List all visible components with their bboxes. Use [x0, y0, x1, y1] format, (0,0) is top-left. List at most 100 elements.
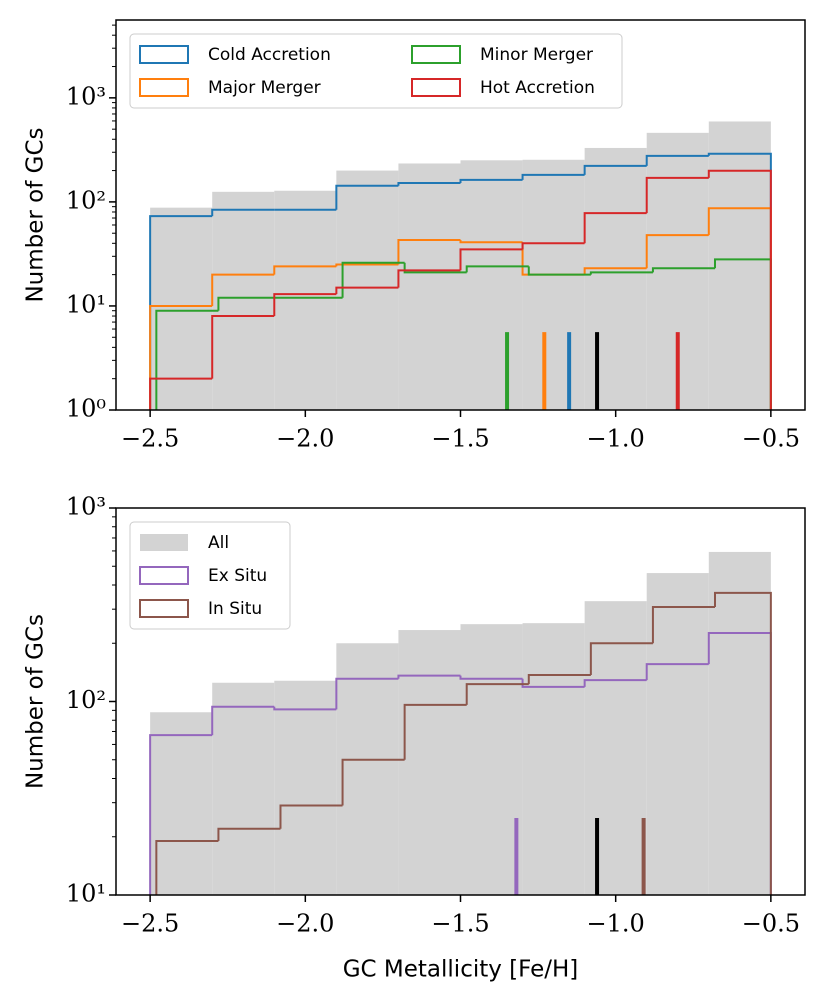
hist-step	[521, 678, 585, 688]
y-tick-label: 10¹	[66, 880, 106, 908]
hist-step	[397, 239, 461, 265]
hist-step	[645, 663, 709, 681]
plot-area	[149, 121, 772, 410]
x-tick-label: −0.5	[742, 910, 800, 938]
x-tick-label: −1.0	[587, 425, 645, 453]
hist-bar	[150, 712, 213, 895]
y-tick-label: 10¹	[66, 290, 106, 318]
hist-step	[335, 263, 399, 267]
legend-swatch	[139, 45, 189, 64]
legend-swatch	[139, 78, 189, 97]
hist-step	[521, 242, 585, 250]
hist-step	[149, 734, 213, 895]
hist-step	[341, 758, 405, 806]
y-tick-label: 10³	[66, 82, 106, 110]
legend-swatch	[411, 78, 461, 97]
y-tick-label: 10²	[66, 186, 106, 214]
hist-step	[217, 296, 281, 311]
hist-bar	[212, 191, 275, 410]
hist-bar	[274, 190, 337, 410]
hist-bar	[212, 682, 275, 895]
hist-bar	[646, 573, 709, 895]
hist-step	[273, 293, 337, 317]
legend-swatch	[139, 599, 189, 618]
x-axis-label: GC Metallicity [Fe/H]	[343, 957, 579, 983]
y-axis-label: Number of GCs	[23, 127, 49, 302]
hist-step	[397, 674, 461, 679]
hist-step	[713, 591, 772, 895]
hist-step	[403, 703, 467, 760]
legend-label: Major Merger	[208, 78, 321, 98]
hist-bar	[522, 159, 585, 410]
hist-step	[589, 271, 653, 275]
hist-bar	[336, 170, 399, 410]
x-tick-label: −2.5	[121, 910, 179, 938]
hist-step	[273, 265, 337, 275]
y-tick-label: 10²	[66, 686, 106, 714]
hist-step	[335, 286, 399, 295]
hist-bar	[460, 624, 523, 895]
hist-bar	[398, 163, 461, 410]
hist-step	[397, 181, 461, 186]
hist-step	[707, 169, 772, 410]
hist-step	[583, 164, 647, 175]
hist-step	[459, 178, 523, 183]
hist-bar	[708, 551, 771, 895]
hist-bar	[398, 630, 461, 895]
legend-box	[129, 33, 623, 109]
hist-step	[279, 804, 343, 829]
hist-step	[645, 176, 709, 214]
legend-swatch	[411, 45, 461, 64]
y-axis-label: Number of GCs	[23, 614, 49, 789]
hist-bar	[522, 623, 585, 895]
hist-step	[211, 705, 275, 736]
x-tick-label: −2.0	[276, 425, 334, 453]
hist-bar	[584, 601, 647, 895]
hist-step	[403, 262, 467, 274]
legend-label: Hot Accretion	[480, 78, 595, 98]
hist-step	[211, 273, 275, 306]
hist-step	[521, 173, 585, 180]
hist-bar	[460, 160, 523, 410]
hist-step	[155, 309, 219, 410]
y-tick-label: 10⁰	[66, 395, 106, 423]
legend-swatch	[139, 566, 189, 585]
hist-step	[217, 827, 281, 842]
hist-step	[211, 208, 275, 217]
hist-step	[583, 212, 647, 244]
hist-step	[341, 261, 405, 298]
hist-step	[155, 840, 219, 895]
hist-step	[149, 304, 213, 410]
x-tick-label: −2.0	[276, 910, 334, 938]
hist-step	[651, 605, 715, 644]
legend-label: Minor Merger	[480, 45, 593, 65]
hist-step	[651, 267, 715, 273]
hist-step	[459, 675, 523, 680]
legend-swatch	[140, 534, 188, 551]
legend-label: Ex Situ	[208, 566, 267, 586]
hist-step	[335, 677, 399, 710]
hist-step	[211, 315, 275, 379]
hist-step	[273, 706, 337, 711]
hist-step	[583, 267, 647, 275]
hist-bar	[150, 207, 213, 410]
hist-bar	[336, 643, 399, 895]
x-tick-label: −0.5	[742, 425, 800, 453]
hist-step	[459, 240, 523, 244]
hist-step	[583, 679, 647, 687]
legend-label: In Situ	[208, 599, 262, 619]
hist-bar	[708, 121, 771, 410]
hist-step	[465, 265, 529, 273]
hist-step	[527, 674, 591, 685]
x-tick-label: −1.0	[587, 910, 645, 938]
hist-step	[527, 266, 591, 276]
hist-step	[397, 269, 461, 288]
plot-area	[149, 551, 772, 895]
hist-bar	[584, 147, 647, 410]
hist-step	[459, 248, 523, 271]
hist-step	[589, 642, 653, 676]
hist-step	[465, 683, 529, 705]
x-tick-label: −1.5	[431, 425, 489, 453]
hist-bar	[274, 680, 337, 895]
